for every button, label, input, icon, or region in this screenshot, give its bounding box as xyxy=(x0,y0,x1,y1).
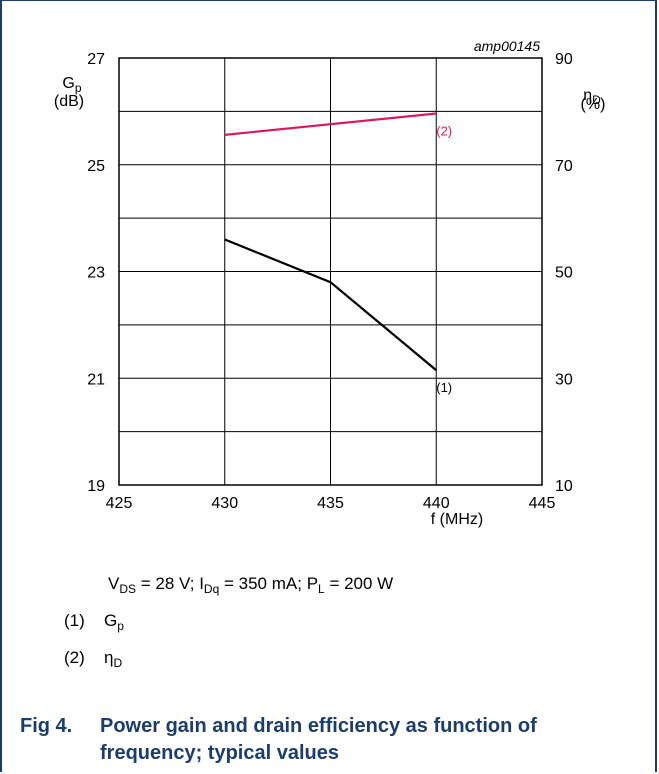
y-left-tick-label: 19 xyxy=(87,478,105,495)
series-line-2 xyxy=(224,112,437,136)
y-left-label: Gp xyxy=(62,75,81,95)
legend-item-2: (2) ηD xyxy=(64,648,123,670)
y-right-tick-labels: 10 30 50 70 90 xyxy=(555,51,573,495)
y-right-tick-label: 50 xyxy=(555,265,573,282)
x-tick-label: 435 xyxy=(317,495,344,512)
x-axis-label: f (MHz) xyxy=(431,511,483,528)
x-tick-label: 440 xyxy=(423,495,450,512)
chart: 425 430 435 440 445 19 21 23 25 27 10 30 50 70 90 (1… xyxy=(54,38,606,528)
y-right-tick-label: 30 xyxy=(555,371,573,388)
series-line-1 xyxy=(224,238,437,372)
series-lines: (1) (2) xyxy=(224,112,452,395)
y-left-tick-label: 25 xyxy=(87,158,105,175)
y-left-tick-label: 23 xyxy=(87,265,105,282)
plot-area-border xyxy=(118,57,543,486)
x-tick-labels: 425 430 435 440 445 xyxy=(106,495,556,512)
y-left-tick-labels: 19 21 23 25 27 xyxy=(87,51,105,495)
figure-title: Power gain and drain efficiency as funct… xyxy=(100,715,537,764)
grid xyxy=(119,58,542,485)
y-left-unit: (dB) xyxy=(54,93,84,110)
figure-caption: Fig 4. Power gain and drain efficiency as… xyxy=(20,713,640,767)
y-right-unit: (%) xyxy=(581,96,606,113)
y-right-tick-label: 70 xyxy=(555,158,573,175)
y-left-tick-label: 27 xyxy=(87,51,105,68)
y-right-tick-label: 90 xyxy=(555,51,573,68)
chart-code: amp00145 xyxy=(474,38,540,54)
y-right-tick-label: 10 xyxy=(555,478,573,495)
x-tick-label: 430 xyxy=(211,495,238,512)
test-conditions: VDS = 28 V; IDq = 350 mA; PL = 200 W xyxy=(108,574,394,596)
x-tick-label: 445 xyxy=(529,495,556,512)
y-left-tick-label: 21 xyxy=(87,371,105,388)
legend-item-1: (1) Gp xyxy=(64,611,124,633)
series-label-1: (1) xyxy=(436,380,452,395)
figure-number: Fig 4. xyxy=(20,715,73,737)
x-tick-label: 425 xyxy=(106,495,133,512)
series-label-2: (2) xyxy=(436,124,452,139)
y-right-label: ηD xyxy=(583,87,601,107)
